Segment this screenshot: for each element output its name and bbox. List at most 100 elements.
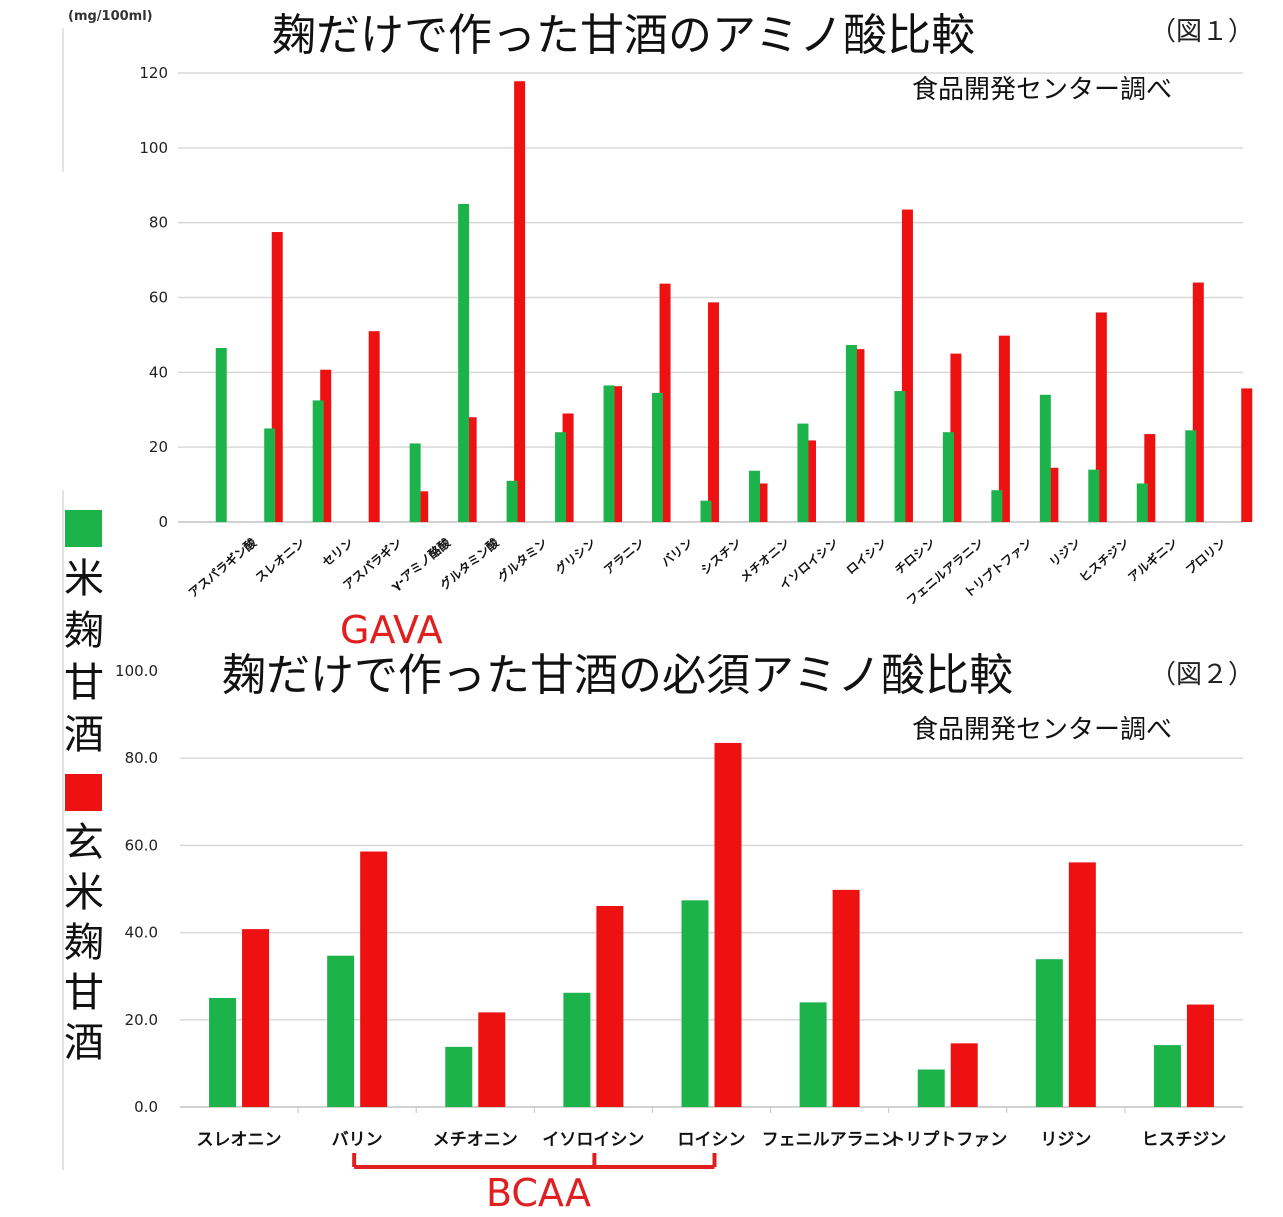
- x-tick-label: ヒスチジン: [1141, 1130, 1226, 1150]
- bar-brown-rice-koji: [901, 209, 913, 522]
- legend-char: 甘: [64, 660, 104, 706]
- chart2-source: 食品開発センター調べ: [912, 715, 1172, 745]
- bcaa-bracket: [352, 1153, 717, 1169]
- bar-brown-rice-koji: [1241, 388, 1253, 522]
- bar-brown-rice-koji: [1186, 1004, 1214, 1107]
- x-tick-label: アスパラギン酸: [185, 534, 260, 600]
- x-tick-label: イソロイシン: [542, 1130, 644, 1150]
- legend-char: 甘: [64, 970, 104, 1016]
- bar-rice-koji: [1035, 959, 1063, 1107]
- bar-rice-koji: [1153, 1045, 1181, 1107]
- legend-swatch-rice-koji: [65, 510, 102, 547]
- bar-rice-koji: [264, 428, 276, 522]
- bar-brown-rice-koji: [756, 483, 768, 522]
- bar-brown-rice-koji: [360, 851, 388, 1107]
- bar-brown-rice-koji: [417, 491, 429, 522]
- bar-brown-rice-koji: [1144, 434, 1156, 522]
- y-tick-label: 120: [139, 64, 168, 82]
- x-tick-label: プロリン: [1182, 535, 1228, 577]
- bar-brown-rice-koji: [950, 353, 962, 522]
- bar-rice-koji: [799, 1002, 827, 1107]
- bar-brown-rice-koji: [853, 349, 865, 522]
- x-tick-label: トリプトファン: [888, 1129, 1007, 1150]
- x-tick-label: メチオニン: [433, 1130, 518, 1150]
- chart1-y-axis: 0 20 40 60 80 100 120: [139, 64, 168, 531]
- chart2-figure-label: （図２）: [1150, 660, 1254, 690]
- legend-char: 玄: [64, 820, 104, 866]
- bar-brown-rice-koji: [998, 335, 1010, 522]
- bcaa-annotation: BCAA: [486, 1171, 591, 1215]
- legend-swatch-brown-rice-koji: [65, 774, 102, 811]
- bar-brown-rice-koji: [562, 413, 574, 522]
- bar-brown-rice-koji: [804, 440, 816, 522]
- bar-brown-rice-koji: [950, 1043, 978, 1107]
- bar-rice-koji: [894, 391, 906, 522]
- x-tick-label: アラニン: [601, 536, 647, 578]
- x-tick-label: シスチン: [698, 536, 744, 578]
- bar-rice-koji: [327, 955, 355, 1107]
- y-tick-label: 20.0: [125, 1011, 158, 1029]
- chart1-x-axis: アスパラギン酸スレオニン セリンアスパラギンγ-アミノ酪酸グルタミン酸グルタミング…: [185, 534, 1229, 608]
- y-tick-label: 80: [149, 214, 168, 232]
- bar-brown-rice-koji: [271, 232, 283, 523]
- x-tick-label: グルタミン: [494, 535, 550, 585]
- bar-rice-koji: [700, 500, 712, 522]
- y-tick-label: 20: [149, 438, 168, 456]
- bar-rice-koji: [1039, 394, 1051, 522]
- y-tick-label: 60: [149, 289, 168, 307]
- x-tick-label: セリン: [320, 536, 357, 570]
- bar-brown-rice-koji: [832, 889, 860, 1107]
- y-tick-label: 0.0: [134, 1098, 158, 1116]
- legend-char: 酒: [64, 1020, 104, 1066]
- bar-rice-koji: [555, 432, 567, 522]
- chart1-bars: [215, 81, 1253, 523]
- bar-rice-koji: [652, 392, 664, 522]
- y-tick-label: 40: [149, 363, 168, 381]
- x-tick-label: バリン: [332, 1130, 383, 1150]
- bar-rice-koji: [215, 348, 227, 522]
- bar-rice-koji: [845, 345, 857, 522]
- bar-brown-rice-koji: [708, 302, 720, 522]
- x-tick-label: リジン: [1047, 536, 1084, 570]
- bar-rice-koji: [942, 432, 954, 522]
- bar-brown-rice-koji: [1095, 312, 1107, 522]
- bar-brown-rice-koji: [659, 283, 671, 522]
- bar-brown-rice-koji: [242, 929, 270, 1107]
- legend-char: 酒: [64, 712, 104, 758]
- bar-brown-rice-koji: [465, 417, 477, 522]
- legend-char: 麹: [64, 920, 104, 966]
- bar-rice-koji: [563, 992, 591, 1107]
- x-tick-label: リジン: [1040, 1130, 1091, 1150]
- chart1-title: 麹だけで作った甘酒のアミノ酸比較: [272, 10, 975, 61]
- bar-rice-koji: [445, 1046, 473, 1107]
- bar-rice-koji: [458, 203, 470, 523]
- legend-char: 米: [64, 870, 104, 916]
- bar-rice-koji: [506, 480, 518, 522]
- x-tick-label: スレオニン: [253, 536, 308, 585]
- y-tick-label: 0: [158, 513, 168, 531]
- x-tick-label: スレオニン: [197, 1130, 282, 1150]
- bar-rice-koji: [312, 400, 324, 522]
- y-tick-label: 100.0: [115, 662, 158, 680]
- y-tick-label: 40.0: [125, 924, 158, 942]
- bar-rice-koji: [409, 443, 421, 522]
- chart2-title: 麹だけで作った甘酒の必須アミノ酸比較: [222, 650, 1013, 701]
- bar-rice-koji: [1136, 483, 1148, 522]
- bar-brown-rice-koji: [1047, 467, 1059, 522]
- x-tick-label: フェニルアラニン: [762, 1130, 898, 1150]
- legend-char: 米: [64, 556, 104, 602]
- bar-brown-rice-koji: [368, 331, 380, 522]
- gava-annotation: GAVA: [340, 608, 443, 652]
- x-tick-label: ロイシン: [844, 536, 890, 578]
- chart1-source: 食品開発センター調べ: [912, 75, 1172, 105]
- x-tick-label: アルギニン: [1125, 535, 1181, 585]
- bar-rice-koji: [797, 423, 809, 522]
- bar-brown-rice-koji: [320, 369, 332, 522]
- chart2-gridlines: [180, 757, 1243, 1113]
- chart2-bars: [209, 742, 1214, 1107]
- x-tick-label: バリン: [659, 536, 696, 570]
- bar-rice-koji: [991, 490, 1003, 522]
- x-tick-label: チロシン: [892, 536, 938, 578]
